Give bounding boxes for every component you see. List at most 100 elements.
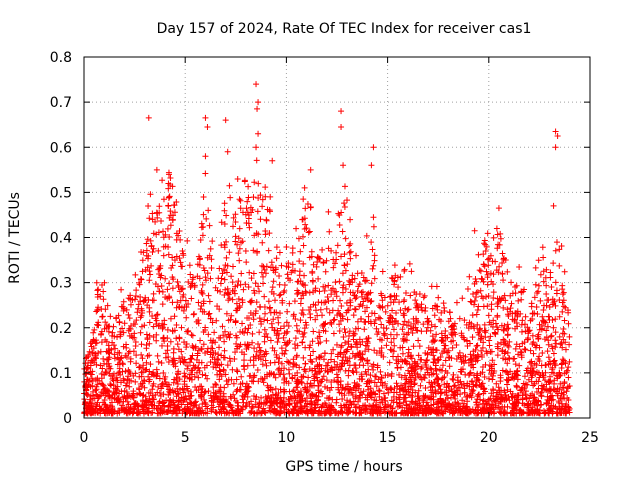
- data-point: [504, 360, 511, 367]
- data-point: [149, 382, 156, 389]
- data-point: [90, 329, 97, 336]
- data-point: [453, 407, 460, 414]
- data-point: [269, 264, 276, 271]
- data-point: [444, 380, 451, 387]
- data-point: [427, 365, 434, 372]
- data-point: [328, 379, 335, 386]
- data-point: [102, 306, 109, 313]
- data-point: [490, 372, 497, 379]
- data-point: [442, 357, 449, 364]
- data-point: [178, 324, 185, 331]
- data-point: [403, 337, 410, 344]
- data-point: [565, 307, 571, 314]
- data-point: [125, 295, 132, 302]
- data-point: [239, 380, 246, 387]
- data-point: [127, 358, 134, 365]
- data-point: [216, 362, 223, 369]
- data-point: [354, 344, 361, 351]
- data-point: [339, 270, 346, 277]
- data-point: [507, 292, 514, 299]
- data-point: [109, 332, 116, 339]
- data-point: [540, 372, 547, 379]
- data-point: [114, 399, 121, 406]
- data-point: [330, 346, 337, 353]
- data-point: [446, 363, 453, 370]
- data-point: [542, 377, 549, 384]
- data-point: [190, 362, 197, 369]
- data-point: [179, 353, 186, 360]
- data-point: [224, 262, 231, 269]
- data-point: [164, 286, 171, 293]
- data-point: [368, 239, 375, 246]
- data-point: [521, 321, 528, 328]
- data-point: [254, 248, 261, 255]
- data-point: [302, 386, 309, 393]
- data-point: [132, 378, 139, 385]
- data-point: [402, 290, 409, 297]
- data-point: [405, 306, 412, 313]
- data-point: [208, 264, 215, 271]
- data-point: [501, 337, 508, 344]
- data-point: [245, 384, 252, 391]
- data-point: [271, 297, 278, 304]
- data-point: [116, 409, 123, 416]
- data-point: [469, 390, 476, 397]
- data-point: [149, 248, 156, 255]
- data-point: [561, 370, 568, 377]
- data-point: [452, 395, 459, 402]
- data-point: [370, 214, 377, 221]
- data-point: [512, 290, 519, 297]
- data-point: [158, 381, 165, 388]
- data-point: [109, 406, 116, 413]
- data-point: [522, 346, 529, 353]
- data-point: [400, 310, 407, 317]
- data-point: [342, 329, 349, 336]
- data-point: [294, 287, 301, 294]
- data-point: [141, 297, 148, 304]
- data-point: [396, 371, 403, 378]
- data-point: [523, 395, 530, 402]
- data-point: [207, 392, 214, 399]
- data-point: [184, 328, 191, 335]
- data-point: [278, 367, 285, 374]
- data-point: [185, 278, 192, 285]
- data-point: [221, 347, 228, 354]
- data-point: [88, 343, 95, 350]
- data-point: [370, 262, 377, 269]
- data-point: [501, 292, 508, 299]
- data-point: [305, 229, 312, 236]
- data-point: [374, 364, 381, 371]
- data-point: [300, 282, 307, 289]
- data-point: [468, 320, 475, 327]
- data-point: [217, 280, 224, 287]
- data-point: [344, 197, 351, 204]
- data-point: [171, 376, 178, 383]
- data-point: [306, 289, 313, 296]
- data-point: [546, 379, 553, 386]
- data-point: [414, 393, 421, 400]
- data-point: [402, 380, 409, 387]
- data-point: [88, 357, 95, 364]
- data-point: [96, 405, 103, 412]
- data-point: [357, 394, 364, 401]
- data-point: [282, 342, 289, 349]
- data-point: [525, 328, 532, 335]
- data-point: [190, 311, 197, 318]
- data-point: [300, 333, 307, 340]
- data-point: [438, 403, 445, 410]
- data-point: [192, 384, 199, 391]
- data-point: [153, 312, 160, 319]
- data-point: [207, 275, 214, 282]
- data-point: [440, 348, 447, 355]
- data-point: [246, 269, 253, 276]
- data-point: [494, 326, 501, 333]
- data-point: [418, 304, 425, 311]
- data-point: [494, 295, 501, 302]
- data-point: [216, 306, 223, 313]
- data-point: [552, 316, 559, 323]
- data-point: [543, 400, 550, 407]
- data-point: [464, 337, 471, 344]
- data-point: [334, 242, 341, 249]
- data-point: [322, 283, 329, 290]
- data-point: [82, 371, 89, 378]
